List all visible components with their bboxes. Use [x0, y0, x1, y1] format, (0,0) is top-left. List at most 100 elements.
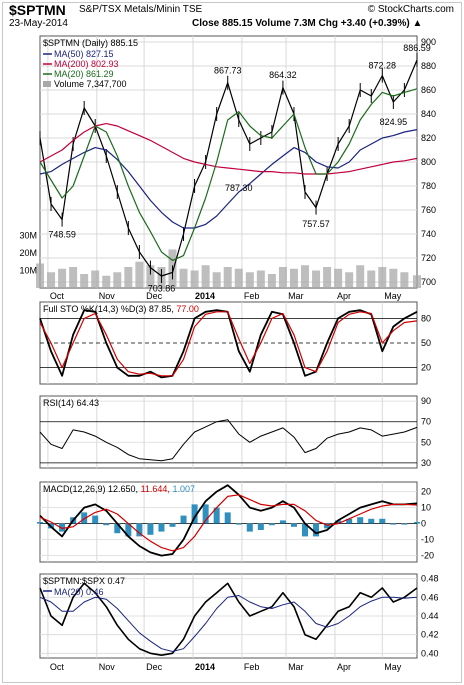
x-axis-label: Feb [244, 291, 260, 301]
price-tick-label: 780 [421, 181, 436, 191]
volume-bar [69, 267, 78, 288]
quote-values: Close 885.15 Volume 7.3M Chg +3.40 (+0.3… [192, 18, 410, 29]
volume-bar [190, 270, 199, 288]
ratio-legend-ma: MA(20) 0.46 [54, 587, 104, 597]
macd-histogram-bar [125, 523, 132, 537]
macd-histogram-bar [191, 504, 198, 524]
volume-bar [256, 270, 265, 288]
macd-histogram-bar [257, 523, 264, 530]
price-tick-label: 820 [421, 133, 436, 143]
volume-bar [113, 272, 122, 288]
volume-tick-label: 20M [19, 248, 37, 258]
sto-series-1 [39, 311, 418, 377]
macd-tick-label: 10 [421, 503, 431, 513]
price-tick-label: 800 [421, 157, 436, 167]
macd-histogram-bar [59, 523, 66, 532]
macd-histogram-bar [290, 523, 297, 527]
rsi-series [39, 419, 418, 462]
ratio-series-0 [39, 582, 418, 656]
x-axis-label-bottom: Nov [99, 662, 116, 672]
volume-bar [146, 265, 155, 288]
volume-bar [312, 270, 321, 288]
volume-bar [124, 267, 133, 288]
price-legend-ma200: MA(200) 802.93 [54, 59, 119, 69]
instrument-name: S&P/TSX Metals/Minin TSE [79, 4, 203, 15]
volume-bar [378, 267, 387, 288]
volume-bar [223, 267, 232, 288]
macd-histogram-bar [235, 523, 242, 525]
volume-bar [334, 268, 343, 288]
x-axis-label-bottom: Mar [288, 662, 304, 672]
price-tick-label: 720 [421, 253, 436, 263]
legend-swatch [43, 81, 51, 87]
x-axis-label-bottom: 2014 [195, 662, 215, 672]
macd-histogram-bar [202, 504, 209, 524]
macd-histogram-bar [357, 517, 364, 524]
volume-bar [234, 268, 243, 288]
macd-histogram-bar [324, 523, 331, 529]
macd-histogram-bar [246, 523, 253, 532]
price-annotation: 757.57 [302, 219, 330, 229]
macd-histogram-bar [268, 523, 275, 526]
volume-bar [58, 268, 67, 288]
volume-bar [323, 267, 332, 288]
price-tick-label: 760 [421, 205, 436, 215]
ratio-tick-label: 0.42 [421, 630, 439, 640]
rsi-legend: RSI(14) 64.43 [43, 398, 99, 408]
volume-bar [179, 268, 188, 288]
price-series-1 [39, 129, 418, 229]
macd-histogram-bar [335, 520, 342, 524]
macd-histogram-bar [224, 512, 231, 524]
x-axis-label-bottom: Dec [146, 662, 163, 672]
macd-histogram-bar [92, 515, 99, 524]
up-arrow-icon: ▲ [412, 18, 423, 29]
x-axis-label-bottom: Feb [244, 662, 260, 672]
volume-bar [36, 263, 44, 288]
ratio-tick-label: 0.44 [421, 611, 439, 621]
volume-bar [389, 268, 398, 288]
volume-bar [301, 265, 310, 288]
price-annotation: 872.28 [369, 60, 397, 70]
rsi-tick-label: 50 [421, 437, 431, 447]
price-annotation: 824.95 [380, 117, 408, 127]
price-series-3 [39, 88, 418, 261]
volume-bar [278, 267, 287, 288]
macd-histogram-bar [136, 523, 143, 537]
volume-bar [356, 265, 365, 288]
price-annotation: 748.59 [48, 230, 76, 240]
volume-bar [91, 270, 100, 288]
macd-histogram-bar [379, 518, 386, 524]
volume-bar [267, 274, 276, 288]
sto-tick-label: 50 [421, 338, 431, 348]
price-legend-ma20: MA(20) 861.29 [54, 69, 114, 79]
macd-tick-label: 0 [421, 519, 426, 529]
x-axis-label: 2014 [195, 291, 215, 301]
price-annotation: 886.59 [403, 43, 431, 53]
x-axis-label: Dec [146, 291, 163, 301]
price-annotation: 703.86 [148, 283, 176, 293]
volume-bar [212, 272, 221, 288]
brand-label[interactable]: © StockCharts.com [367, 4, 454, 15]
panel-frame-rsi [39, 395, 418, 469]
macd-histogram-bar [414, 521, 420, 524]
ratio-tick-label: 0.46 [421, 592, 439, 602]
price-tick-label: 900 [421, 37, 436, 47]
macd-series-1 [39, 494, 418, 552]
rsi-tick-label: 90 [421, 396, 431, 406]
chart-header: $SPTMN S&P/TSX Metals/Minin TSE © StockC… [0, 0, 464, 36]
x-axis-label: Mar [288, 291, 304, 301]
ratio-tick-label: 0.40 [421, 648, 439, 658]
price-legend-main: $SPTMN (Daily) 885.15 [43, 38, 138, 48]
price-annotation: 864.32 [269, 70, 297, 80]
macd-histogram-bar [346, 518, 353, 524]
macd-histogram-bar [302, 523, 309, 537]
x-axis-label: May [384, 291, 402, 301]
sto-legend: Full STO %K(14,3) %D(3) 87.85, 77.00 [43, 304, 199, 314]
macd-histogram-bar [147, 523, 154, 535]
rsi-tick-label: 30 [421, 458, 431, 468]
macd-tick-label: -20 [421, 551, 434, 561]
quote-date: 23-May-2014 [9, 18, 68, 29]
volume-bar [80, 274, 89, 288]
price-tick-label: 700 [421, 277, 436, 287]
